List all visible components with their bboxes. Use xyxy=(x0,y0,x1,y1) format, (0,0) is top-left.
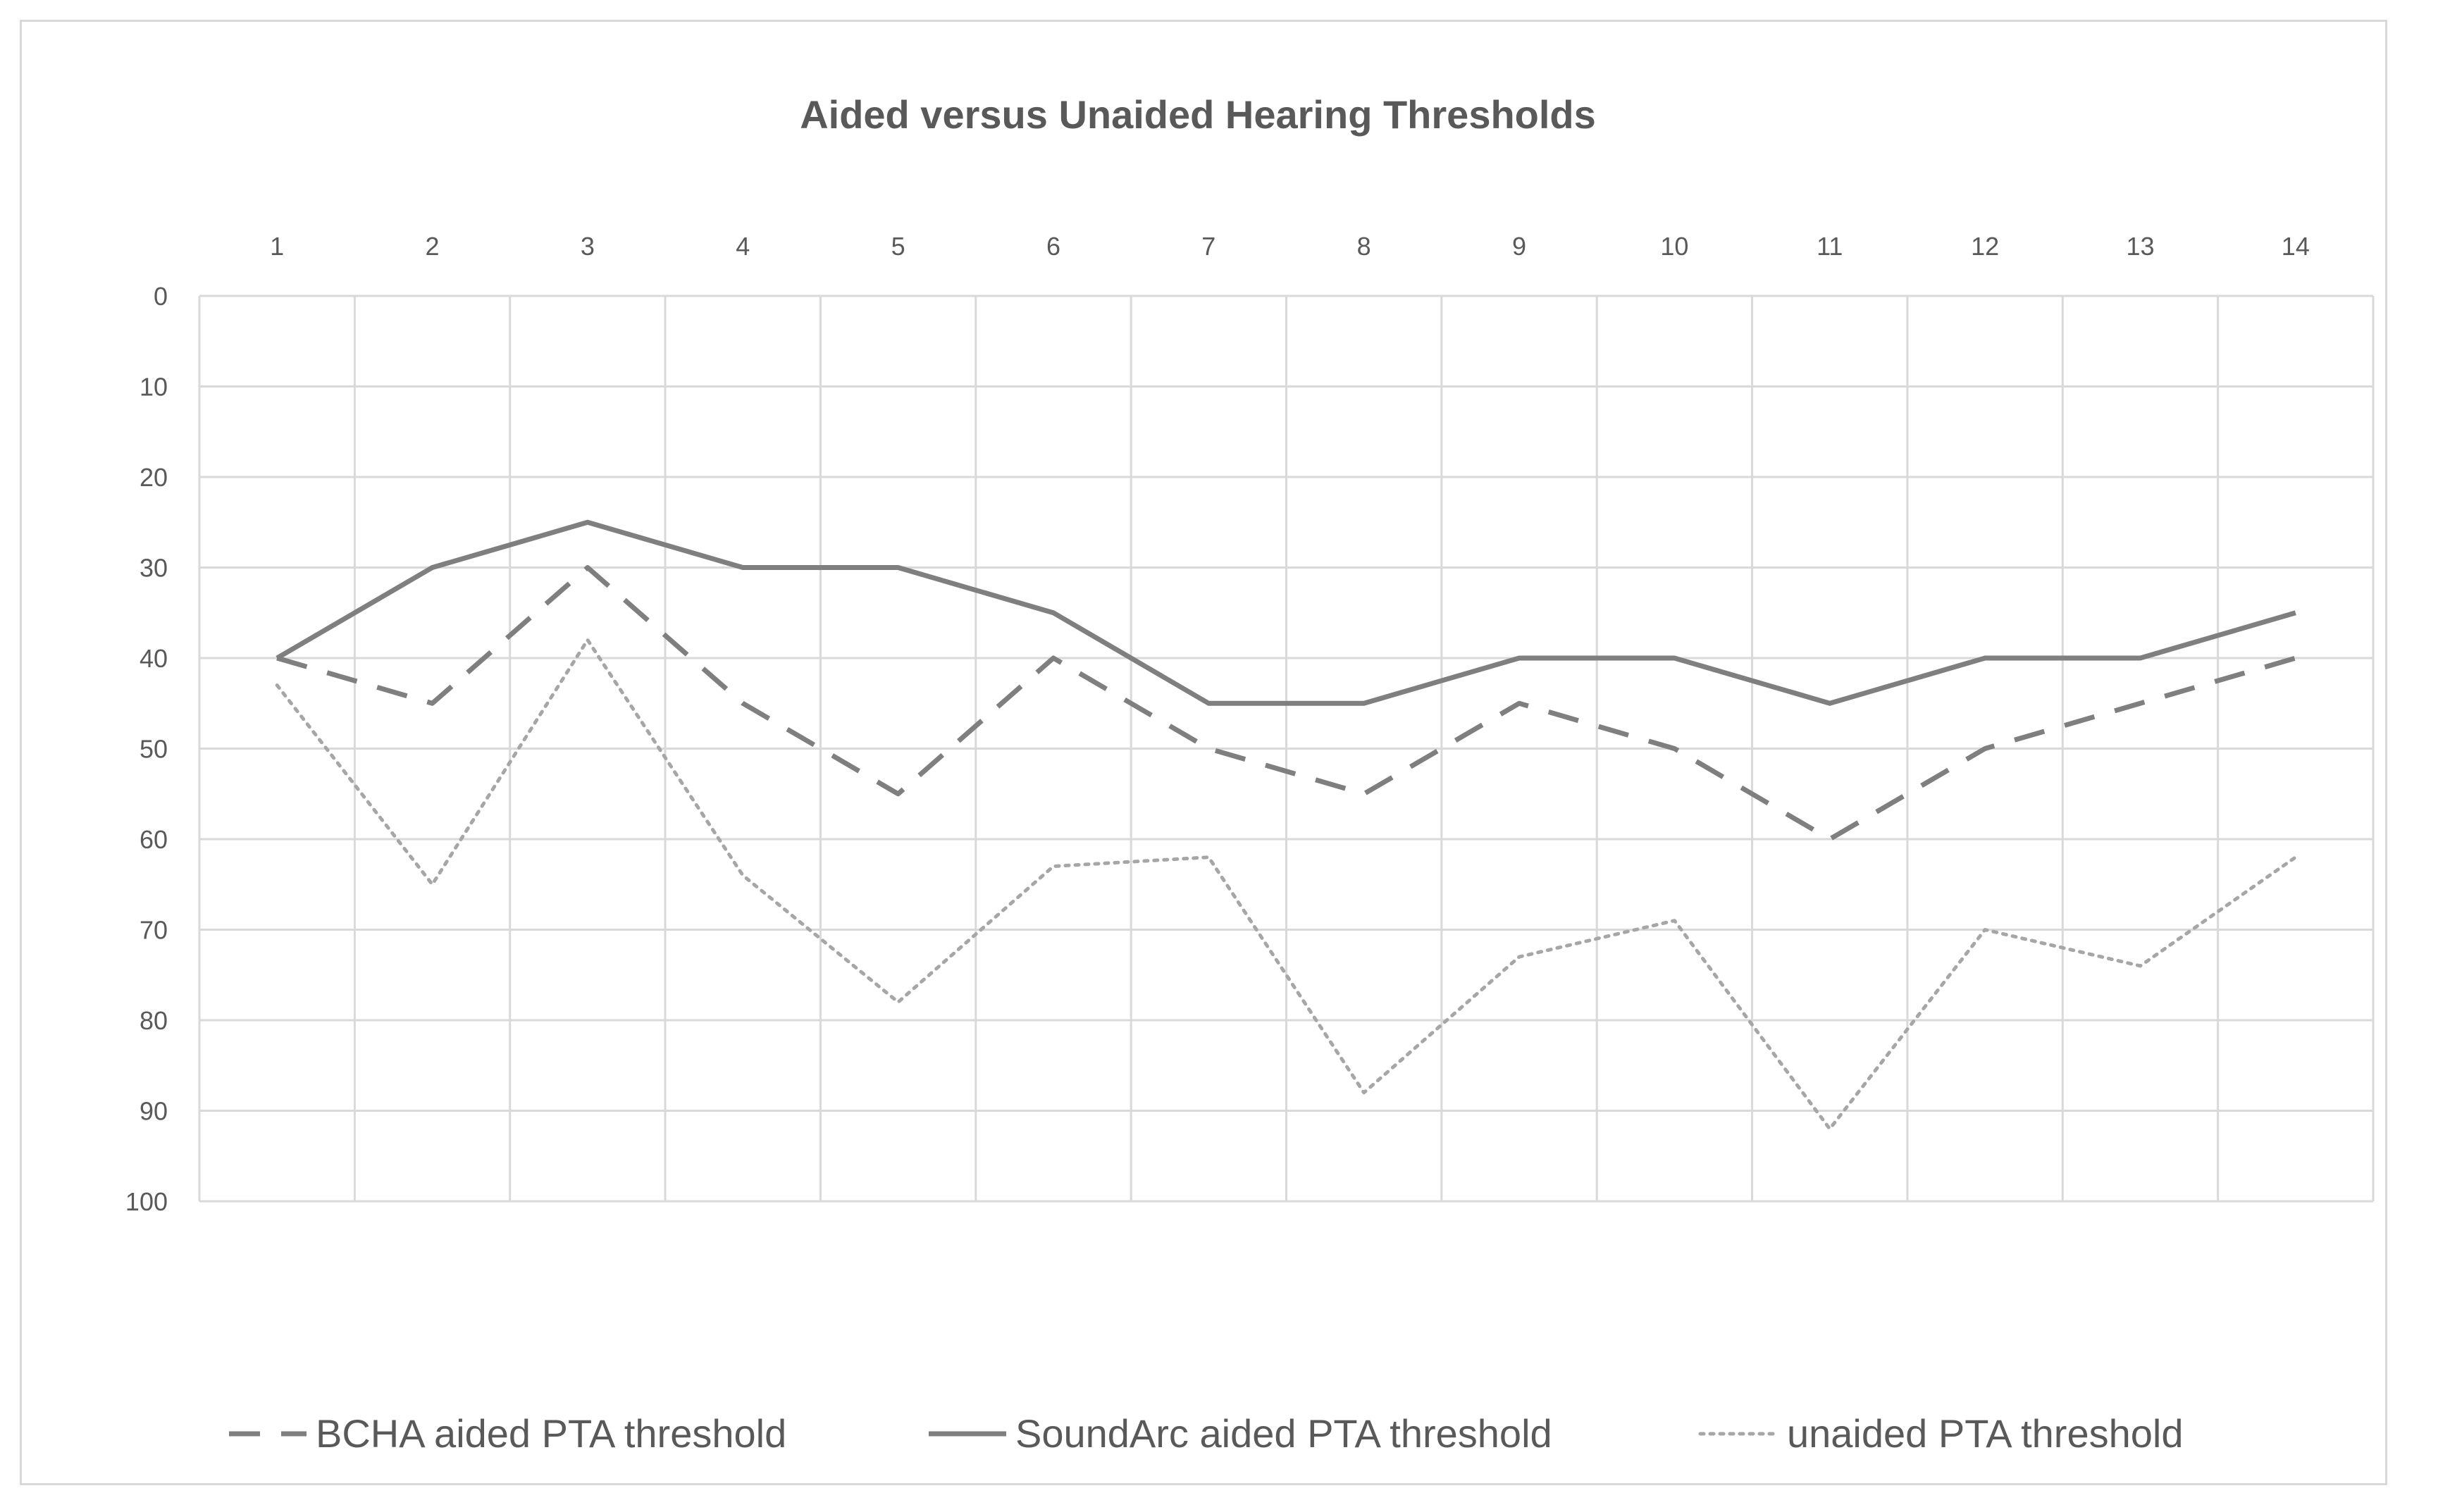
series-line-3 xyxy=(275,638,2298,1131)
x-tick-label: 7 xyxy=(1201,232,1215,261)
y-tick-label: 90 xyxy=(140,1097,168,1126)
y-tick-label: 20 xyxy=(140,463,168,492)
x-tick-label: 8 xyxy=(1357,232,1371,261)
x-tick-label: 6 xyxy=(1046,232,1060,261)
chart-title: Aided versus Unaided Hearing Thresholds xyxy=(800,92,1596,137)
series-lines xyxy=(275,519,2298,1131)
y-tick-label: 30 xyxy=(140,554,168,583)
y-tick-label: 40 xyxy=(140,644,168,673)
x-tick-label: 5 xyxy=(891,232,905,261)
x-tick-label: 11 xyxy=(1817,232,1843,261)
x-tick-label: 14 xyxy=(2282,232,2310,261)
x-tick-label: 4 xyxy=(736,232,750,261)
x-tick-label: 12 xyxy=(1971,232,1999,261)
y-tick-label: 50 xyxy=(140,735,168,764)
series-line-2 xyxy=(276,519,2296,706)
legend-label-1: BCHA aided PTA threshold xyxy=(316,1411,786,1456)
y-tick-label: 10 xyxy=(140,373,168,402)
x-tick-label: 10 xyxy=(1660,232,1688,261)
series-line-1 xyxy=(276,565,2296,842)
y-tick-label: 0 xyxy=(154,282,168,311)
y-tick-label: 80 xyxy=(140,1006,168,1035)
y-tick-label: 70 xyxy=(140,916,168,945)
legend: BCHA aided PTA threshold SoundArc aided P… xyxy=(229,1411,2183,1456)
chart-frame xyxy=(20,20,2387,1485)
y-tick-label: 60 xyxy=(140,825,168,854)
x-tick-label: 13 xyxy=(2126,232,2154,261)
x-tick-labels: 1 2 3 4 5 6 7 8 9 10 11 12 13 14 xyxy=(270,232,2310,261)
legend-label-2: SoundArc aided PTA threshold xyxy=(1015,1411,1552,1456)
x-tick-label: 1 xyxy=(270,232,284,261)
legend-label-3: unaided PTA threshold xyxy=(1787,1411,2183,1456)
x-tick-label: 3 xyxy=(581,232,595,261)
gridlines xyxy=(198,295,2375,1203)
x-tick-label: 9 xyxy=(1512,232,1526,261)
y-tick-labels: 0 10 20 30 40 50 60 70 80 90 100 xyxy=(125,282,168,1216)
x-tick-label: 2 xyxy=(426,232,440,261)
y-tick-label: 100 xyxy=(125,1187,168,1216)
